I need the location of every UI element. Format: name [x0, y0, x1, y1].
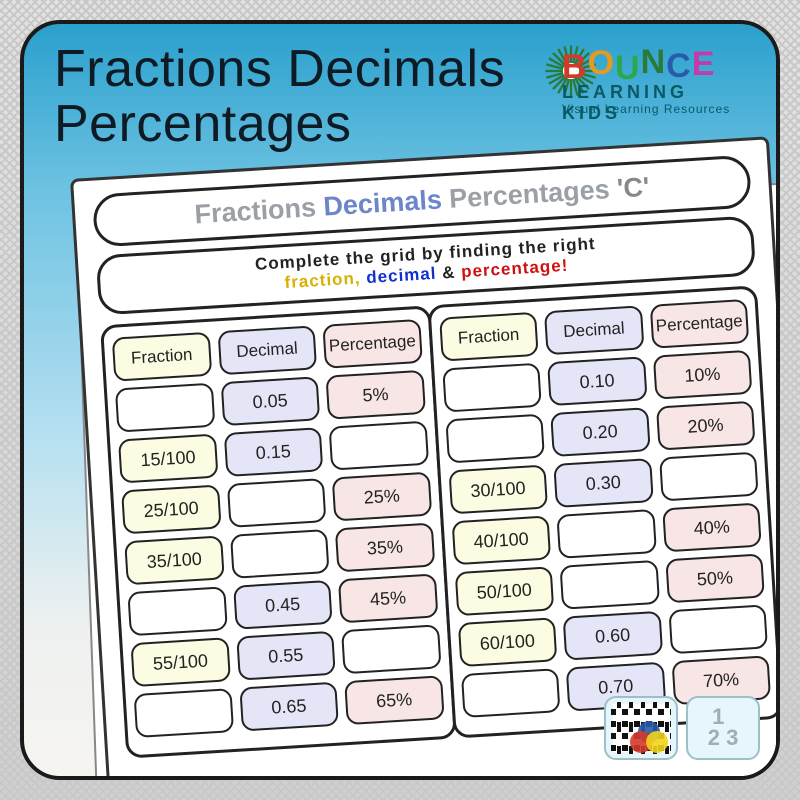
cell-decimal: 0.55 — [236, 631, 336, 681]
grid-panel-right: FractionDecimalPercentage0.1010%0.2020% 3… — [427, 285, 780, 738]
cell-percentage: 25% — [332, 472, 432, 522]
logo-letter: O — [588, 44, 615, 83]
logo-subtitle-2: Visual Learning Resources — [562, 102, 730, 116]
instruction-amp: & — [442, 263, 456, 283]
cell-decimal: 0.10 — [547, 356, 647, 406]
cell-percentage — [659, 452, 759, 502]
cell-fraction: 50/100 — [454, 566, 554, 616]
cell-percentage: 10% — [652, 350, 752, 400]
cell-percentage: 40% — [662, 503, 762, 553]
cell-percentage — [329, 421, 429, 471]
header-fraction: Fraction — [439, 312, 539, 362]
cell-decimal — [560, 560, 660, 610]
cell-fraction: 35/100 — [124, 535, 224, 585]
ws-title-word: Percentages — [448, 174, 618, 214]
header-decimal: Decimal — [544, 305, 644, 355]
brand-logo: BOUNCE LEARNING KIDS Visual Learning Res… — [534, 46, 754, 136]
header-percentage: Percentage — [322, 319, 422, 369]
cell-fraction — [127, 586, 227, 636]
cell-decimal: 0.30 — [553, 458, 653, 508]
cell-percentage: 65% — [344, 675, 444, 725]
weave-icon — [604, 696, 678, 760]
worksheet-grids: FractionDecimalPercentage0.055%15/1000.1… — [100, 285, 780, 758]
instruction-fraction: fraction, — [284, 268, 361, 292]
logo-letter: N — [641, 43, 667, 82]
ws-title-word: Decimals — [322, 184, 450, 222]
cell-fraction: 25/100 — [121, 485, 221, 535]
logo-wordmark: BOUNCE — [562, 46, 715, 85]
corner-icon-row: 1 2 3 — [604, 696, 760, 760]
header-percentage: Percentage — [649, 299, 749, 349]
ws-title-word: Fractions — [194, 192, 325, 230]
cell-percentage: 20% — [655, 401, 755, 451]
table-row: 0.6565% — [134, 675, 445, 738]
logo-letter: E — [692, 45, 716, 84]
cell-fraction: 15/100 — [118, 434, 218, 484]
cell-percentage — [341, 624, 441, 674]
header-decimal: Decimal — [217, 325, 317, 375]
product-card: Fractions Decimals Percentages BOUNCE LE… — [20, 20, 780, 780]
cell-percentage: 35% — [335, 523, 435, 573]
cell-decimal: 0.45 — [233, 580, 333, 630]
corner-num: 2 — [708, 725, 720, 750]
header-fraction: Fraction — [112, 332, 212, 382]
title-line-2: Percentages — [54, 95, 351, 153]
cell-decimal: 0.60 — [563, 611, 663, 661]
ws-title-word: 'C' — [616, 172, 650, 204]
logo-letter: C — [666, 47, 692, 86]
title-line-1: Fractions Decimals — [54, 40, 505, 98]
cell-decimal: 0.20 — [550, 407, 650, 457]
cell-fraction: 55/100 — [130, 637, 230, 687]
cell-decimal — [226, 478, 326, 528]
cell-fraction — [442, 363, 542, 413]
cell-fraction — [115, 383, 215, 433]
cell-fraction: 60/100 — [457, 617, 557, 667]
worksheet-page: Fractions Decimals Percentages 'C' Compl… — [70, 136, 780, 780]
corner-num: 3 — [726, 725, 738, 750]
numbers-icon: 1 2 3 — [686, 696, 760, 760]
cell-fraction — [460, 668, 560, 718]
cell-percentage: 5% — [325, 370, 425, 420]
cell-percentage: 50% — [665, 553, 765, 603]
cell-fraction — [134, 688, 234, 738]
page-title: Fractions Decimals Percentages — [54, 42, 505, 151]
instruction-decimal: decimal — [366, 264, 437, 287]
cell-fraction: 30/100 — [448, 465, 548, 515]
cell-decimal — [556, 509, 656, 559]
cell-decimal: 0.15 — [223, 427, 323, 477]
cell-decimal — [230, 529, 330, 579]
grid-panel-left: FractionDecimalPercentage0.055% 15/1000.1… — [100, 305, 456, 758]
cell-fraction — [445, 414, 545, 464]
cell-percentage — [668, 604, 768, 654]
cell-decimal: 0.65 — [239, 682, 339, 732]
cell-fraction: 40/100 — [451, 515, 551, 565]
cell-percentage: 45% — [338, 573, 438, 623]
cell-decimal: 0.05 — [220, 376, 320, 426]
